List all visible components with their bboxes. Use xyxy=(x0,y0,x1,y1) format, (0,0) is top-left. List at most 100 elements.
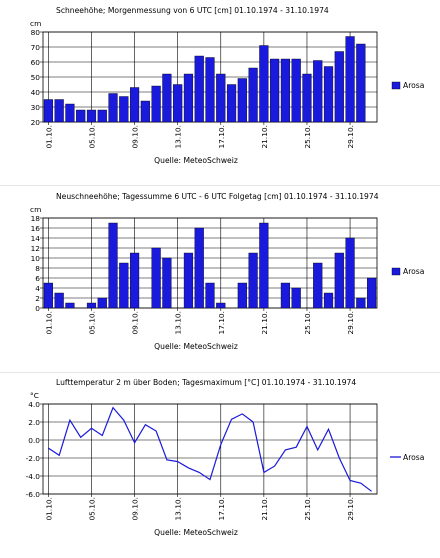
y-tick-label: 18 xyxy=(31,214,41,223)
bar xyxy=(65,302,75,309)
bar xyxy=(194,55,204,123)
x-tick-label: 25.10. xyxy=(303,497,312,521)
bar xyxy=(270,58,280,123)
x-tick-label: 01.10. xyxy=(44,311,53,335)
y-tick-label: 12 xyxy=(31,244,40,253)
x-tick-label: 29.10. xyxy=(346,497,355,521)
x-tick-label: 01.10. xyxy=(44,125,53,149)
bar xyxy=(356,297,366,309)
x-tick-label: 09.10. xyxy=(131,125,140,149)
x-tick-label: 17.10. xyxy=(217,497,226,521)
bar xyxy=(302,73,312,123)
legend-label: Arosa xyxy=(403,453,424,462)
x-tick-label: 01.10. xyxy=(44,497,53,521)
panel-divider xyxy=(0,372,440,373)
bar xyxy=(151,85,161,123)
y-tick-label: 0 xyxy=(35,304,40,313)
bar xyxy=(216,73,226,123)
bar xyxy=(248,67,258,123)
chart-title: Schneehöhe; Morgenmessung von 6 UTC [cm]… xyxy=(56,6,329,15)
bar xyxy=(313,262,323,309)
legend-label: Arosa xyxy=(403,267,424,276)
bar xyxy=(323,66,334,123)
y-tick-label: 80 xyxy=(31,28,41,37)
y-tick-label: 2 xyxy=(35,294,40,303)
chart-title: Neuschneehöhe; Tagessumme 6 UTC - 6 UTC … xyxy=(56,192,379,201)
y-tick-label: 20 xyxy=(31,118,41,127)
bar xyxy=(86,302,97,309)
bar xyxy=(237,282,247,309)
x-tick-label: 13.10. xyxy=(174,125,183,149)
bar xyxy=(65,103,75,123)
series-line xyxy=(48,406,372,492)
bar xyxy=(76,109,86,123)
x-tick-label: 25.10. xyxy=(303,125,312,149)
y-tick-label: -6.0 xyxy=(26,490,41,499)
bar xyxy=(205,57,215,123)
bar xyxy=(280,282,291,309)
x-tick-label: 21.10. xyxy=(260,497,269,521)
plot-frame xyxy=(42,403,378,495)
source-note: Quelle: MeteoSchweiz xyxy=(154,342,238,351)
source-note: Quelle: MeteoSchweiz xyxy=(154,528,238,537)
bar xyxy=(259,45,269,123)
y-tick-label: 6 xyxy=(35,274,40,283)
bar xyxy=(129,252,140,309)
bar xyxy=(345,36,355,123)
y-tick-label: -4.0 xyxy=(26,472,41,481)
bar xyxy=(129,87,140,123)
bar xyxy=(183,73,194,123)
temperature-chart: Lufttemperatur 2 m über Boden; Tagesmaxi… xyxy=(26,378,425,537)
bar xyxy=(162,257,172,309)
bar xyxy=(108,222,118,309)
bar xyxy=(43,99,53,123)
y-axis-unit: cm xyxy=(30,19,41,28)
bar xyxy=(151,247,161,309)
x-tick-label: 17.10. xyxy=(217,125,226,149)
y-tick-label: 10 xyxy=(31,254,41,263)
y-tick-label: 30 xyxy=(31,103,41,112)
bar xyxy=(173,84,183,123)
x-tick-label: 21.10. xyxy=(260,311,269,335)
x-tick-label: 13.10. xyxy=(174,311,183,335)
bar xyxy=(291,58,301,123)
bar xyxy=(259,222,269,309)
bar xyxy=(356,43,366,123)
snow-depth-chart: Schneehöhe; Morgenmessung von 6 UTC [cm]… xyxy=(30,6,424,165)
bar xyxy=(162,73,172,123)
y-tick-label: 4 xyxy=(35,284,40,293)
new-snow-chart: Neuschneehöhe; Tagessumme 6 UTC - 6 UTC … xyxy=(30,192,424,351)
x-tick-label: 21.10. xyxy=(260,125,269,149)
bar xyxy=(216,302,226,309)
x-tick-label: 09.10. xyxy=(131,311,140,335)
bar xyxy=(119,96,129,123)
bar xyxy=(194,227,204,309)
y-tick-label: 0.0 xyxy=(28,436,40,445)
bar xyxy=(291,287,301,309)
bar xyxy=(140,100,150,123)
y-tick-label: 60 xyxy=(31,58,41,67)
y-tick-label: 2.0 xyxy=(28,418,40,427)
legend-swatch xyxy=(391,81,401,90)
legend-label: Arosa xyxy=(403,81,424,90)
y-tick-label: 8 xyxy=(35,264,40,273)
y-tick-label: -2.0 xyxy=(26,454,41,463)
bar xyxy=(119,262,129,309)
x-tick-label: 13.10. xyxy=(174,497,183,521)
bar xyxy=(54,292,64,309)
y-tick-label: 50 xyxy=(31,73,41,82)
bar xyxy=(97,297,107,309)
bar xyxy=(367,277,377,309)
bar xyxy=(334,51,344,123)
y-tick-label: 40 xyxy=(31,88,41,97)
x-tick-label: 29.10. xyxy=(346,125,355,149)
y-tick-label: 14 xyxy=(31,234,41,243)
y-tick-label: 16 xyxy=(31,224,41,233)
bar xyxy=(345,237,355,309)
bar xyxy=(97,109,107,123)
bar xyxy=(86,109,97,123)
x-tick-label: 05.10. xyxy=(87,311,96,335)
bar xyxy=(226,84,237,123)
y-axis-unit: cm xyxy=(30,205,41,214)
